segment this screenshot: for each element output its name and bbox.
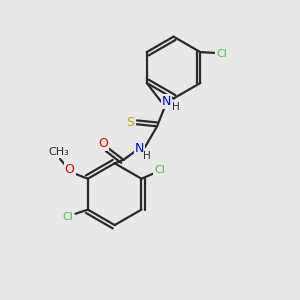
- Text: Cl: Cl: [63, 212, 74, 222]
- Text: H: H: [143, 151, 151, 161]
- Text: Cl: Cl: [154, 166, 165, 176]
- Text: O: O: [98, 137, 108, 150]
- Text: H: H: [172, 103, 179, 112]
- Text: Cl: Cl: [216, 49, 227, 58]
- Text: O: O: [65, 164, 75, 176]
- Text: N: N: [162, 95, 172, 108]
- Text: S: S: [127, 116, 135, 129]
- Text: CH₃: CH₃: [48, 147, 69, 157]
- Text: N: N: [135, 142, 144, 154]
